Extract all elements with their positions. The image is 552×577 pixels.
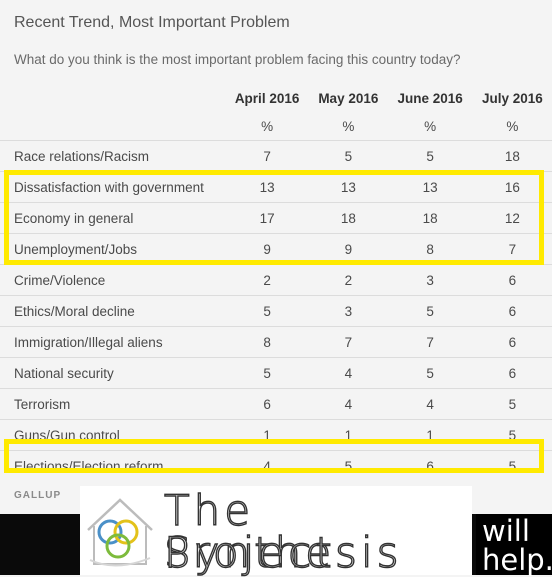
row-label: Dissatisfaction with government — [0, 171, 225, 203]
row-label: Terrorism — [0, 388, 225, 420]
value-cell: 13 — [225, 171, 310, 203]
table-row: Guns/Gun control 1 1 1 5 — [0, 419, 552, 451]
value-cell: 3 — [387, 264, 473, 296]
logo-text-line1: The Synthesis — [163, 486, 403, 577]
table-row: Terrorism 6 4 4 5 — [0, 388, 552, 420]
table-row: Race relations/Racism 7 5 5 18 — [0, 140, 552, 172]
house-rings-icon — [87, 498, 153, 567]
table-row: Unemployment/Jobs 9 9 8 7 — [0, 233, 552, 265]
table-row: Crime/Violence 2 2 3 6 — [0, 264, 552, 296]
row-label: Ethics/Moral decline — [0, 295, 225, 327]
value-cell: 16 — [472, 171, 552, 203]
value-cell: 5 — [472, 388, 552, 420]
value-cell: 9 — [225, 233, 310, 265]
value-cell: 6 — [387, 450, 473, 481]
row-label: Crime/Violence — [0, 264, 225, 296]
column-header: May 2016 — [318, 90, 379, 106]
value-cell: 2 — [225, 264, 310, 296]
column-header: July 2016 — [481, 90, 543, 106]
row-label: Race relations/Racism — [0, 140, 225, 172]
table-row: Elections/Election reform 4 5 6 5 — [0, 450, 552, 481]
unit-cell: % — [261, 118, 274, 134]
table-row: National security 5 4 5 6 — [0, 357, 552, 389]
value-cell: 5 — [309, 140, 388, 172]
value-cell: 13 — [387, 171, 473, 203]
value-cell: 1 — [225, 419, 310, 451]
chart-title: Recent Trend, Most Important Problem — [14, 14, 290, 31]
logo-text-line2: Project — [163, 528, 336, 577]
source-label: GALLUP — [14, 490, 62, 501]
value-cell: 7 — [387, 326, 473, 358]
value-cell: 7 — [309, 326, 388, 358]
value-cell: 5 — [472, 419, 552, 451]
column-header: April 2016 — [234, 90, 300, 106]
value-cell: 13 — [309, 171, 388, 203]
row-label: Elections/Election reform — [0, 450, 225, 481]
value-cell: 7 — [472, 233, 552, 265]
value-cell: 8 — [225, 326, 310, 358]
value-cell: 6 — [472, 295, 552, 327]
row-label: Guns/Gun control — [0, 419, 225, 451]
table-row: Ethics/Moral decline 5 3 5 6 — [0, 295, 552, 327]
value-cell: 6 — [472, 264, 552, 296]
value-cell: 12 — [472, 202, 552, 234]
tagline-line1: will — [482, 514, 530, 548]
unit-cell: % — [424, 118, 437, 134]
chart-subtitle: What do you think is the most important … — [14, 52, 461, 67]
value-cell: 5 — [387, 295, 473, 327]
row-label: Economy in general — [0, 202, 225, 234]
value-cell: 1 — [309, 419, 388, 451]
units-row: % % % % — [0, 112, 552, 141]
units-blank — [0, 112, 225, 141]
will-help-badge: will help. — [476, 514, 552, 575]
tagline-line2: help. — [482, 543, 552, 577]
trend-table: April 2016 May 2016 June 2016 July 2016 … — [0, 84, 552, 481]
value-cell: 3 — [309, 295, 388, 327]
row-label: Immigration/Illegal aliens — [0, 326, 225, 358]
value-cell: 6 — [472, 357, 552, 389]
value-cell: 1 — [387, 419, 473, 451]
value-cell: 6 — [225, 388, 310, 420]
value-cell: 5 — [472, 450, 552, 481]
value-cell: 5 — [387, 140, 473, 172]
value-cell: 18 — [309, 202, 388, 234]
unit-cell: % — [342, 118, 355, 134]
row-label: National security — [0, 357, 225, 389]
value-cell: 18 — [387, 202, 473, 234]
poll-card: Recent Trend, Most Important Problem Wha… — [0, 14, 552, 501]
value-cell: 2 — [309, 264, 388, 296]
value-cell: 6 — [472, 326, 552, 358]
value-cell: 5 — [225, 295, 310, 327]
value-cell: 9 — [309, 233, 388, 265]
header-blank — [0, 84, 225, 112]
unit-cell: % — [506, 118, 519, 134]
value-cell: 5 — [387, 357, 473, 389]
value-cell: 4 — [309, 357, 388, 389]
column-header: June 2016 — [397, 90, 463, 106]
table-row: Immigration/Illegal aliens 8 7 7 6 — [0, 326, 552, 358]
value-cell: 7 — [225, 140, 310, 172]
table-row: Economy in general 17 18 18 12 — [0, 202, 552, 234]
value-cell: 18 — [472, 140, 552, 172]
value-cell: 8 — [387, 233, 473, 265]
row-label: Unemployment/Jobs — [0, 233, 225, 265]
value-cell: 4 — [309, 388, 388, 420]
header-row: April 2016 May 2016 June 2016 July 2016 — [0, 84, 552, 112]
value-cell: 5 — [225, 357, 310, 389]
value-cell: 4 — [387, 388, 473, 420]
value-cell: 17 — [225, 202, 310, 234]
synthesis-project-logo: The Synthesis Project — [80, 486, 472, 575]
table-body: % % % % Race relations/Racism 7 5 5 18 Dissat… — [0, 112, 552, 481]
value-cell: 4 — [225, 450, 310, 481]
table-row: Dissatisfaction with government 13 13 13 16 — [0, 171, 552, 203]
value-cell: 5 — [309, 450, 388, 481]
